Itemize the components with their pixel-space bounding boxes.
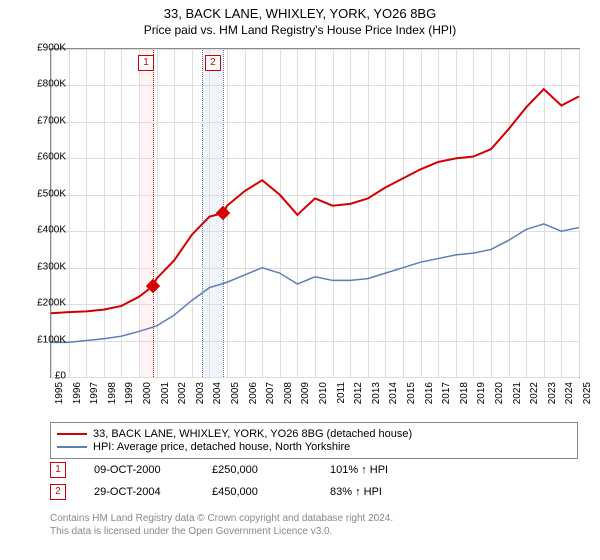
legend-row-property: 33, BACK LANE, WHIXLEY, YORK, YO26 8BG (… xyxy=(57,428,571,440)
y-axis-label: £100K xyxy=(22,334,66,345)
x-axis-label: 2012 xyxy=(353,382,364,404)
transaction-price: £450,000 xyxy=(212,486,302,498)
x-axis-label: 2010 xyxy=(318,382,329,404)
x-axis-label: 2006 xyxy=(248,382,259,404)
y-axis-label: £200K xyxy=(22,298,66,309)
x-axis-label: 2009 xyxy=(300,382,311,404)
x-axis-label: 1996 xyxy=(72,382,83,404)
sale-badge: 2 xyxy=(205,55,221,71)
x-axis-label: 2016 xyxy=(424,382,435,404)
transaction-date: 09-OCT-2000 xyxy=(94,464,184,476)
transaction-price: £250,000 xyxy=(212,464,302,476)
x-axis-label: 2017 xyxy=(441,382,452,404)
x-axis-label: 2014 xyxy=(388,382,399,404)
transaction-date: 29-OCT-2004 xyxy=(94,486,184,498)
x-axis-label: 2003 xyxy=(195,382,206,404)
footnote: Contains HM Land Registry data © Crown c… xyxy=(50,512,393,538)
x-axis-label: 2011 xyxy=(336,382,347,404)
x-axis-label: 1995 xyxy=(54,382,65,404)
x-axis-label: 2024 xyxy=(564,382,575,404)
x-axis-label: 1999 xyxy=(124,382,135,404)
title-address: 33, BACK LANE, WHIXLEY, YORK, YO26 8BG xyxy=(0,6,600,21)
chart-container: 33, BACK LANE, WHIXLEY, YORK, YO26 8BG P… xyxy=(0,0,600,560)
transaction-row: 2 29-OCT-2004 £450,000 83% ↑ HPI xyxy=(50,484,420,500)
x-axis-label: 2008 xyxy=(283,382,294,404)
legend-row-hpi: HPI: Average price, detached house, Nort… xyxy=(57,441,571,453)
legend-swatch-blue xyxy=(57,446,87,448)
x-axis-label: 2025 xyxy=(582,382,593,404)
transaction-vs-hpi: 101% ↑ HPI xyxy=(330,464,420,476)
x-axis-label: 2020 xyxy=(494,382,505,404)
y-axis-label: £700K xyxy=(22,115,66,126)
y-axis-label: £900K xyxy=(22,43,66,54)
transaction-badge: 2 xyxy=(50,484,66,500)
x-axis-label: 2005 xyxy=(230,382,241,404)
transaction-badge: 1 xyxy=(50,462,66,478)
transaction-row: 1 09-OCT-2000 £250,000 101% ↑ HPI xyxy=(50,462,420,478)
x-axis-label: 2021 xyxy=(512,382,523,404)
chart-plot-area: 12 xyxy=(50,48,580,378)
x-axis-label: 2004 xyxy=(212,382,223,404)
transaction-vs-hpi: 83% ↑ HPI xyxy=(330,486,420,498)
legend-label-hpi: HPI: Average price, detached house, Nort… xyxy=(93,441,350,453)
footnote-line2: This data is licensed under the Open Gov… xyxy=(50,525,393,538)
title-block: 33, BACK LANE, WHIXLEY, YORK, YO26 8BG P… xyxy=(0,0,600,37)
x-axis-label: 2013 xyxy=(371,382,382,404)
footnote-line1: Contains HM Land Registry data © Crown c… xyxy=(50,512,393,525)
x-axis-label: 2018 xyxy=(459,382,470,404)
series-line-hpi xyxy=(51,224,579,342)
x-axis-label: 2002 xyxy=(177,382,188,404)
x-axis-label: 2007 xyxy=(265,382,276,404)
x-axis-label: 2001 xyxy=(160,382,171,404)
y-axis-label: £400K xyxy=(22,225,66,236)
sale-badge: 1 xyxy=(138,55,154,71)
x-axis-label: 2023 xyxy=(547,382,558,404)
x-axis-label: 2022 xyxy=(529,382,540,404)
x-axis-label: 2019 xyxy=(476,382,487,404)
y-axis-label: £300K xyxy=(22,261,66,272)
transactions-table: 1 09-OCT-2000 £250,000 101% ↑ HPI 2 29-OCT-20… xyxy=(50,462,420,506)
y-axis-label: £800K xyxy=(22,79,66,90)
legend-swatch-red xyxy=(57,433,87,435)
y-axis-label: £0 xyxy=(22,371,66,382)
x-axis-label: 1998 xyxy=(107,382,118,404)
legend-label-property: 33, BACK LANE, WHIXLEY, YORK, YO26 8BG (… xyxy=(93,428,412,440)
y-axis-label: £500K xyxy=(22,188,66,199)
x-axis-label: 2015 xyxy=(406,382,417,404)
chart-lines xyxy=(51,49,579,377)
legend-box: 33, BACK LANE, WHIXLEY, YORK, YO26 8BG (… xyxy=(50,422,578,459)
x-axis-label: 2000 xyxy=(142,382,153,404)
x-axis-label: 1997 xyxy=(89,382,100,404)
title-subtitle: Price paid vs. HM Land Registry's House … xyxy=(0,23,600,37)
y-axis-label: £600K xyxy=(22,152,66,163)
series-line-property xyxy=(51,89,579,313)
